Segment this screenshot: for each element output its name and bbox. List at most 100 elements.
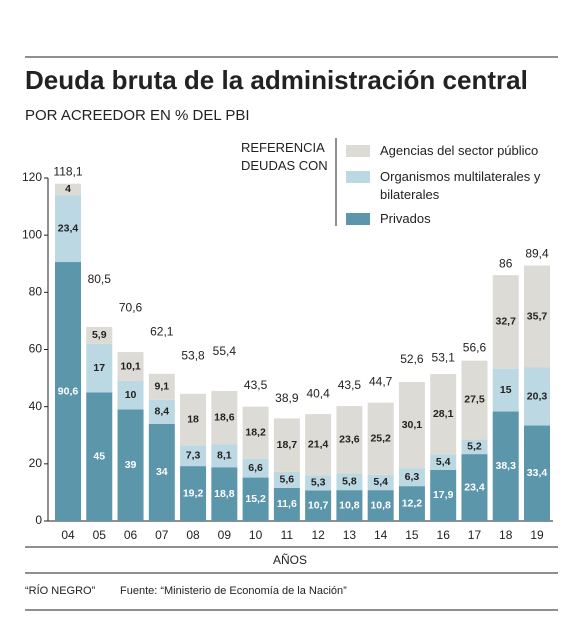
value-label: 90,6 xyxy=(58,385,79,397)
value-label: 19,2 xyxy=(183,487,204,499)
value-label: 35,7 xyxy=(527,310,548,322)
legend-swatch xyxy=(346,171,370,183)
value-label: 7,3 xyxy=(186,449,201,461)
legend-title: REFERENCIA DEUDAS CON xyxy=(241,140,328,173)
bar-segment xyxy=(336,473,363,491)
bar-segment xyxy=(148,399,175,424)
value-label: 33,4 xyxy=(527,467,548,479)
total-label: 53,8 xyxy=(181,348,205,362)
x-tick-label: 07 xyxy=(155,528,169,542)
x-tick-label: 05 xyxy=(93,528,107,542)
value-label: 10,1 xyxy=(120,360,141,372)
value-label: 5,8 xyxy=(342,476,357,488)
x-tick-label: 15 xyxy=(405,528,419,542)
value-label: 38,3 xyxy=(496,460,517,472)
value-label: 21,4 xyxy=(308,438,329,450)
value-label: 39 xyxy=(125,459,137,471)
bar-segment xyxy=(305,490,332,521)
y-tick-label: 100 xyxy=(22,227,42,241)
x-tick-label: 14 xyxy=(374,528,388,542)
bar-segment xyxy=(273,418,300,472)
value-label: 32,7 xyxy=(496,316,517,328)
bar-segment xyxy=(86,392,113,521)
total-label: 62,1 xyxy=(150,325,174,339)
bar-segment xyxy=(242,458,269,478)
x-tick-label: 09 xyxy=(218,528,232,542)
bar-segment xyxy=(211,444,238,468)
bar-segment xyxy=(336,406,363,474)
x-tick-label: 19 xyxy=(530,528,544,542)
bar-segment xyxy=(273,487,300,521)
legend-label: Privados xyxy=(380,211,431,226)
x-tick-label: 18 xyxy=(499,528,513,542)
bar-segment xyxy=(305,414,332,476)
x-tick-label: 17 xyxy=(468,528,482,542)
value-label: 5,2 xyxy=(467,440,482,452)
bar-segment xyxy=(148,423,175,521)
bar-segment xyxy=(398,382,425,469)
total-label: 86 xyxy=(499,256,513,270)
bar-segment xyxy=(492,275,519,369)
value-label: 18,8 xyxy=(214,488,235,500)
x-tick-label: 13 xyxy=(343,528,357,542)
legend-label: Agencias del sector público xyxy=(380,143,539,158)
source: Fuente: “Ministerio de Economía de la Na… xyxy=(120,585,347,597)
value-label: 6,3 xyxy=(405,471,420,483)
total-label: 40,4 xyxy=(306,387,330,401)
bar-segment xyxy=(430,374,457,455)
bar-segment xyxy=(430,454,457,470)
x-tick-label: 08 xyxy=(186,528,200,542)
bar-segment xyxy=(211,467,238,521)
y-tick-label: 0 xyxy=(35,513,42,527)
y-tick-label: 20 xyxy=(29,456,43,470)
footer: “RÍO NEGRO” xyxy=(25,584,96,597)
legend-label: Organismos multilaterales y bilaterales xyxy=(380,169,541,202)
bar-segment xyxy=(117,409,144,521)
bar-segment xyxy=(148,373,175,400)
value-label: 12,2 xyxy=(402,497,423,509)
value-label: 27,5 xyxy=(464,394,485,406)
total-label: 56,6 xyxy=(463,340,487,354)
bar-segment xyxy=(461,360,488,440)
bar-segment xyxy=(305,475,332,491)
bar-segment xyxy=(242,406,269,459)
y-tick-label: 40 xyxy=(29,399,43,413)
value-label: 11,6 xyxy=(277,498,297,510)
value-label: 18,2 xyxy=(245,426,266,438)
value-label: 18,6 xyxy=(214,411,235,423)
value-label: 8,4 xyxy=(154,406,169,418)
value-label: 28,1 xyxy=(433,408,454,420)
value-label: 17,9 xyxy=(433,489,454,501)
value-label: 4 xyxy=(65,183,71,195)
value-label: 5,3 xyxy=(311,477,326,489)
total-label: 53,1 xyxy=(432,350,456,364)
x-tick-label: 16 xyxy=(437,528,451,542)
value-label: 10,8 xyxy=(370,499,391,511)
value-label: 5,9 xyxy=(92,329,107,341)
total-label: 38,9 xyxy=(275,391,299,405)
value-label: 34 xyxy=(156,466,168,478)
bar-segment xyxy=(117,352,144,381)
x-tick-label: 06 xyxy=(124,528,138,542)
value-label: 23,6 xyxy=(339,434,360,446)
chart-title: Deuda bruta de la administración central xyxy=(25,65,528,95)
value-label: 10,7 xyxy=(308,499,329,511)
bar-segment xyxy=(430,469,457,521)
bar-segment xyxy=(524,367,550,426)
bar-segment xyxy=(492,411,519,521)
total-label: 55,4 xyxy=(213,344,237,358)
total-label: 89,4 xyxy=(525,247,549,261)
total-label: 118,1 xyxy=(53,165,82,179)
bar-segment xyxy=(367,474,394,491)
x-tick-label: 04 xyxy=(61,528,75,542)
y-tick-label: 120 xyxy=(22,170,42,184)
total-label: 43,5 xyxy=(244,378,268,392)
bar-segment xyxy=(524,425,550,521)
bar-segment xyxy=(86,326,113,344)
value-label: 30,1 xyxy=(402,419,423,431)
bar-segment xyxy=(367,490,394,521)
bar-segment xyxy=(524,265,550,368)
legend-swatch xyxy=(346,213,370,225)
